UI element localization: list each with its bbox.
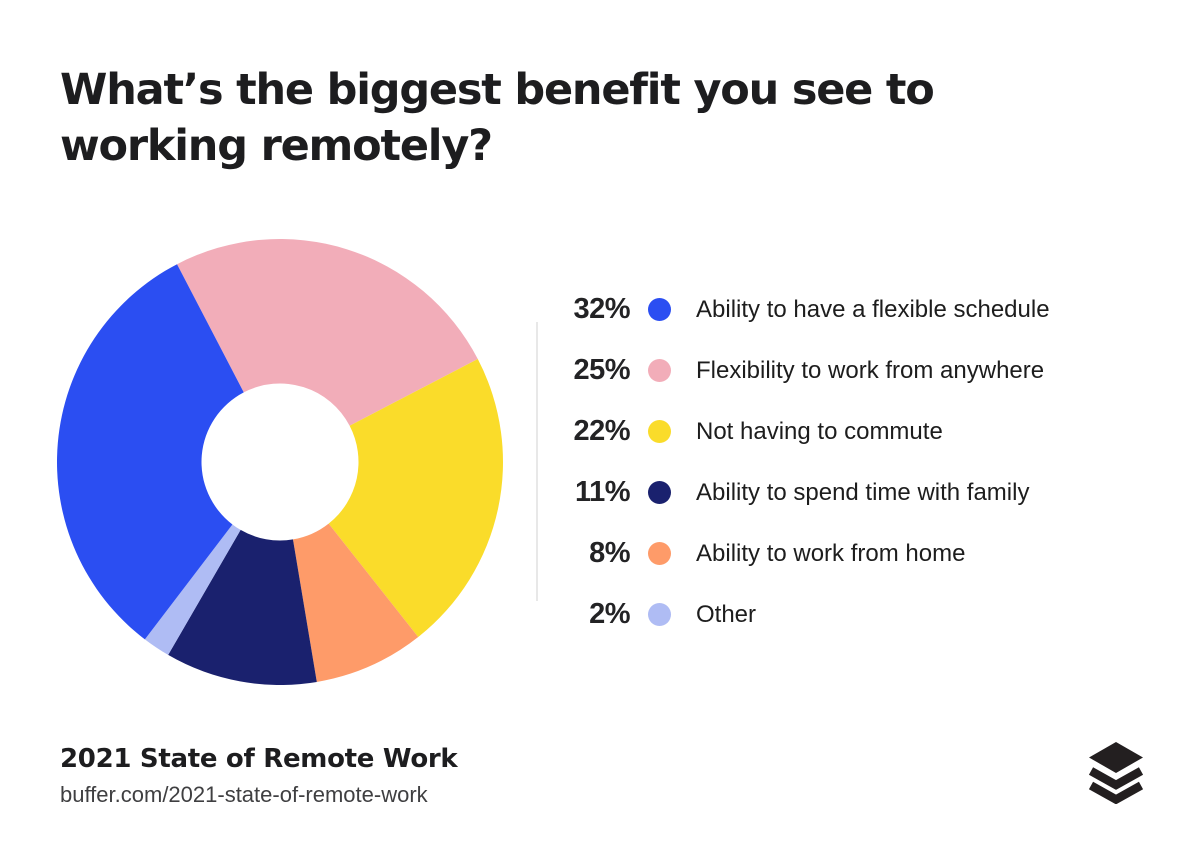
donut-segment-flexibility-to-work-from-anywhere xyxy=(177,239,478,426)
legend-label: Ability to spend time with family xyxy=(696,478,1030,506)
buffer-logo-icon xyxy=(1088,742,1144,804)
legend-percent: 22% xyxy=(573,415,630,447)
page-title: What’s the biggest benefit you see to wo… xyxy=(60,62,1020,174)
legend-row: 2% Other xyxy=(540,584,1160,645)
legend-label: Flexibility to work from anywhere xyxy=(696,356,1045,384)
legend-percent: 25% xyxy=(573,354,630,386)
source-title: 2021 State of Remote Work xyxy=(60,744,458,774)
legend-label: Ability to have a flexible schedule xyxy=(696,295,1050,323)
donut-chart xyxy=(57,239,503,685)
chart-legend: 32% Ability to have a flexible schedule 25… xyxy=(540,279,1160,645)
legend-row: 32% Ability to have a flexible schedule xyxy=(540,279,1160,340)
legend-percent: 8% xyxy=(589,537,630,569)
legend-percent: 11% xyxy=(575,476,630,508)
legend-label: Ability to work from home xyxy=(696,539,966,567)
legend-swatch-icon xyxy=(648,420,671,443)
legend-divider-line xyxy=(536,322,538,601)
page-title-line1: What’s the biggest benefit you see to xyxy=(60,65,935,115)
legend-swatch-icon xyxy=(648,481,671,504)
source-url: buffer.com/2021-state-of-remote-work xyxy=(60,782,428,807)
legend-label: Not having to commute xyxy=(696,417,943,445)
page-title-line2: working remotely? xyxy=(60,121,493,171)
buffer-logo-diamond xyxy=(1089,742,1143,773)
legend-label: Other xyxy=(696,600,757,628)
legend-row: 11% Ability to spend time with family xyxy=(540,462,1160,523)
donut-segment-ability-to-have-a-flexible-schedule xyxy=(57,264,244,640)
legend-swatch-icon xyxy=(648,542,671,565)
legend-percent: 32% xyxy=(573,293,630,325)
donut-segment-ability-to-spend-time-with-family xyxy=(168,529,317,685)
legend-swatch-icon xyxy=(648,298,671,321)
donut-segment-ability-to-work-from-home xyxy=(292,523,419,682)
buffer-logo-chevron-1 xyxy=(1088,767,1144,790)
donut-segment-not-having-to-commute xyxy=(328,359,503,638)
legend-row: 22% Not having to commute xyxy=(540,401,1160,462)
buffer-logo-chevron-2 xyxy=(1088,781,1144,804)
legend-row: 8% Ability to work from home xyxy=(540,523,1160,584)
legend-row: 25% Flexibility to work from anywhere xyxy=(540,340,1160,401)
legend-percent: 2% xyxy=(589,598,630,630)
legend-swatch-icon xyxy=(648,359,671,382)
legend-swatch-icon xyxy=(648,603,671,626)
donut-segment-other xyxy=(144,524,241,655)
